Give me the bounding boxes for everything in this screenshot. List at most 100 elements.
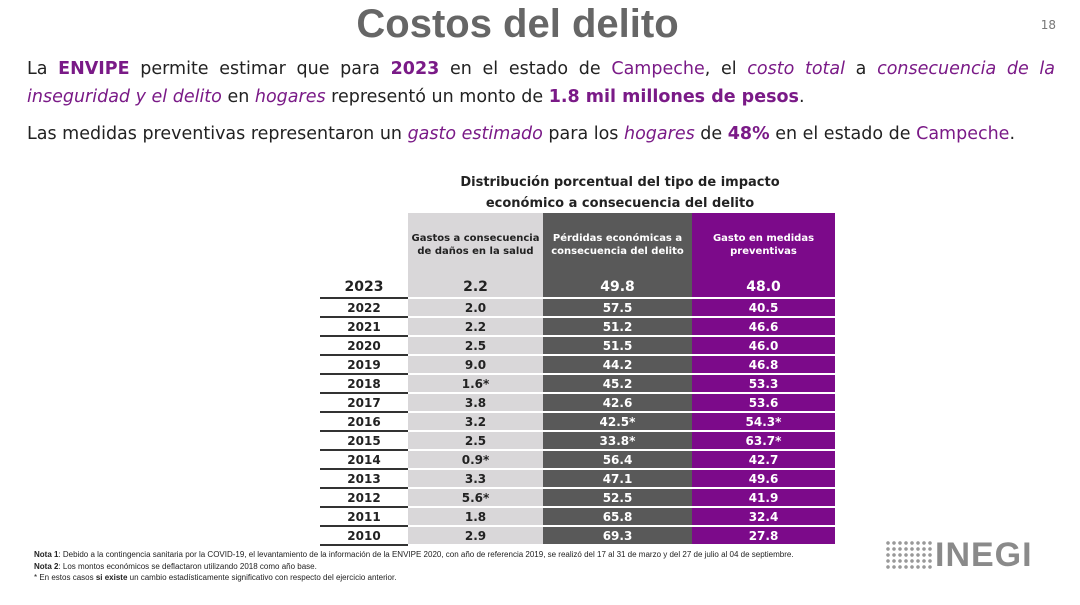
table-cell: 42.6 <box>543 393 692 413</box>
table-cell: 69.3 <box>543 526 692 546</box>
table-cell: 3.3 <box>408 469 543 489</box>
text-run: representó un monto de <box>325 87 549 107</box>
table-cell: 52.5 <box>543 488 692 508</box>
table-cell: 44.2 <box>543 355 692 375</box>
table-row: 2020 2.5 51.5 46.0 <box>320 336 835 356</box>
year-cell: 2015 <box>320 431 408 451</box>
table-cell: 2.5 <box>408 336 543 356</box>
text-run: . <box>1009 124 1016 144</box>
text-run: Las medidas preventivas representaron un <box>27 124 408 144</box>
note-text: Nota 1 <box>34 550 59 559</box>
paragraph: La ENVIPE permite estimar que para 2023 … <box>27 55 1055 111</box>
year-cell: 2023 <box>320 277 408 299</box>
header-cell: Gasto en medidas preventivas <box>692 213 835 277</box>
table-cell: 42.5* <box>543 412 692 432</box>
table-row: 2022 2.0 57.5 40.5 <box>320 298 835 318</box>
text-run: en el estado de <box>769 124 917 144</box>
paragraph: Las medidas preventivas representaron un… <box>27 120 1055 148</box>
table-row: 2023 2.2 49.8 48.0 <box>320 277 835 299</box>
text-run: , el <box>704 59 748 79</box>
header-cell: Gastos a consecuencia de daños en la sal… <box>408 213 543 277</box>
table-cell: 32.4 <box>692 507 835 527</box>
year-cell: 2017 <box>320 393 408 413</box>
text-run: 1.8 mil millones de pesos <box>548 87 799 107</box>
table-cell: 49.6 <box>692 469 835 489</box>
logo-icon <box>885 540 933 570</box>
text-run: Campeche <box>611 59 705 79</box>
header-cell: Pérdidas económicas a consecuencia del d… <box>543 213 692 277</box>
note-text: un cambio estadísticamente significativo… <box>127 573 397 582</box>
logo: INEGI <box>885 536 1033 575</box>
table-row: 2012 5.6* 52.5 41.9 <box>320 488 835 508</box>
table-row: 2011 1.8 65.8 32.4 <box>320 507 835 527</box>
text-run: costo total <box>747 59 845 79</box>
table-cell: 51.5 <box>543 336 692 356</box>
table-cell: 51.2 <box>543 317 692 337</box>
table-cell: 2.5 <box>408 431 543 451</box>
table-row: 2017 3.8 42.6 53.6 <box>320 393 835 413</box>
year-cell: 2012 <box>320 488 408 508</box>
year-cell: 2013 <box>320 469 408 489</box>
text-run: en el estado de <box>439 59 612 79</box>
table-cell: 1.6* <box>408 374 543 394</box>
table-cell: 33.8* <box>543 431 692 451</box>
table-cell: 46.6 <box>692 317 835 337</box>
page-number: 18 <box>1040 18 1056 32</box>
note-text: * En estos casos <box>34 573 96 582</box>
year-cell: 2014 <box>320 450 408 470</box>
table-row: 2013 3.3 47.1 49.6 <box>320 469 835 489</box>
text-run: para los <box>542 124 624 144</box>
table: Gastos a consecuencia de daños en la sal… <box>320 213 835 546</box>
table-cell: 40.5 <box>692 298 835 318</box>
text-run: a <box>845 59 878 79</box>
table-cell: 2.2 <box>408 317 543 337</box>
year-cell: 2018 <box>320 374 408 394</box>
table-cell: 1.8 <box>408 507 543 527</box>
note: Nota 1: Debido a la contingencia sanitar… <box>34 549 864 561</box>
year-cell: 2021 <box>320 317 408 337</box>
table-row: 2010 2.9 69.3 27.8 <box>320 526 835 546</box>
year-cell: 2020 <box>320 336 408 356</box>
notes: Nota 1: Debido a la contingencia sanitar… <box>34 549 864 584</box>
table-cell: 48.0 <box>692 277 835 299</box>
year-cell: 2019 <box>320 355 408 375</box>
header-cell <box>320 213 408 277</box>
table-cell: 2.9 <box>408 526 543 546</box>
table-cell: 41.9 <box>692 488 835 508</box>
table-row: 2014 0.9* 56.4 42.7 <box>320 450 835 470</box>
note: Nota 2: Los montos económicos se deflact… <box>34 561 864 573</box>
table-row: 2016 3.2 42.5* 54.3* <box>320 412 835 432</box>
text-run: consecuencia de la inseguridad y el deli… <box>27 59 1055 107</box>
table-title: Distribución porcentual del tipo de impa… <box>460 175 780 211</box>
table-row: 2019 9.0 44.2 46.8 <box>320 355 835 375</box>
table-cell: 0.9* <box>408 450 543 470</box>
table-cell: 27.8 <box>692 526 835 546</box>
year-cell: 2010 <box>320 526 408 546</box>
table-cell: 54.3* <box>692 412 835 432</box>
table-cell: 47.1 <box>543 469 692 489</box>
text-run: permite estimar que para <box>129 59 391 79</box>
table-cell: 53.3 <box>692 374 835 394</box>
year-cell: 2016 <box>320 412 408 432</box>
table-cell: 2.2 <box>408 277 543 299</box>
text-run: hogares <box>624 124 695 144</box>
table-cell: 9.0 <box>408 355 543 375</box>
text-run: 2023 <box>390 59 440 79</box>
table-cell: 2.0 <box>408 298 543 318</box>
note-text: si existe <box>95 573 128 582</box>
note-text: Nota 2 <box>34 561 59 571</box>
table-cell: 63.7* <box>692 431 835 451</box>
text-run: Campeche <box>916 124 1010 144</box>
text-run: hogares <box>254 87 326 107</box>
table-cell: 3.8 <box>408 393 543 413</box>
note-text: : Debido a la contingencia sanitaria por… <box>58 550 794 559</box>
text-run: 48% <box>727 124 770 144</box>
table-cell: 65.8 <box>543 507 692 527</box>
text-run: . <box>798 87 805 107</box>
table-cell: 5.6* <box>408 488 543 508</box>
text-run: La <box>27 59 59 79</box>
note: * En estos casos si existe un cambio est… <box>34 572 864 584</box>
table-cell: 53.6 <box>692 393 835 413</box>
note-text: : Los montos económicos se deflactaron u… <box>58 561 317 571</box>
